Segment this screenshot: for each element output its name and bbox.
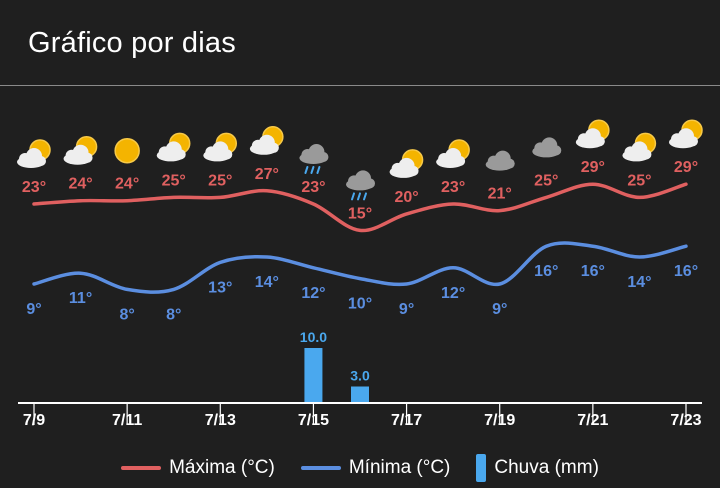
partly-cloudy-icon: [249, 126, 284, 155]
max-temp-label: 25°: [627, 172, 651, 189]
x-tick-label: 7/11: [112, 412, 142, 429]
legend-swatch-rain: [476, 454, 487, 482]
legend-label-min: Mínima (°C): [348, 457, 451, 478]
rain-value-label: 3.0: [350, 368, 370, 384]
x-tick-label: 7/21: [577, 412, 608, 429]
min-temp-label: 9°: [492, 301, 507, 318]
min-temp-label: 11°: [69, 290, 92, 307]
min-temp-label: 14°: [255, 274, 279, 291]
min-temp-label: 9°: [26, 301, 41, 318]
rain-bar: [304, 348, 323, 403]
x-axis: 7/9 7/11 7/13 7/15 7/17 7/19 7/21 7/23: [18, 402, 702, 429]
max-temp-line: [32, 182, 688, 233]
min-temp-label: 8°: [166, 306, 181, 323]
header: Gráfico por dias: [0, 0, 720, 86]
min-temp-label: 12°: [301, 285, 325, 302]
rain-cloud-icon: [346, 170, 375, 201]
max-temp-label: 29°: [674, 159, 698, 176]
x-tick-label: 7/9: [23, 412, 45, 429]
max-temp-series: 23° 24° 24° 25° 25° 27° 23° 15° 20° 23° 21° 25° 29° 2…: [22, 159, 698, 233]
min-temp-label: 16°: [534, 263, 558, 280]
max-temp-label: 23°: [22, 179, 46, 196]
min-temp-label: 14°: [627, 274, 651, 291]
max-temp-label: 25°: [534, 172, 558, 189]
partly-cloudy-icon: [63, 135, 98, 165]
partly-cloudy-icon: [17, 139, 51, 168]
overcast-icon: [485, 150, 515, 171]
rain-cloud-icon: [299, 144, 329, 174]
partly-cloudy-icon: [436, 139, 470, 168]
x-tick-label: 7/17: [391, 412, 422, 429]
x-tick-label: 7/13: [205, 412, 236, 429]
partly-cloudy-icon: [622, 132, 657, 162]
legend-label-rain: Chuva (mm): [494, 457, 599, 478]
legend-label-max: Máxima (°C): [169, 457, 275, 478]
max-temp-label: 25°: [208, 172, 232, 189]
x-tick-label: 7/15: [298, 412, 329, 429]
min-temp-label: 10°: [348, 296, 372, 313]
legend-item-max[interactable]: Máxima (°C): [121, 457, 275, 479]
max-temp-label: 27°: [255, 166, 279, 183]
partly-cloudy-icon: [389, 149, 424, 178]
min-temp-label: 16°: [581, 263, 605, 280]
max-temp-label: 25°: [162, 172, 186, 189]
max-temp-label: 15°: [348, 205, 372, 222]
max-temp-label: 20°: [394, 189, 418, 206]
x-tick-label: 7/19: [484, 412, 515, 429]
partly-cloudy-icon: [156, 132, 191, 162]
min-temp-label: 12°: [441, 285, 465, 302]
daily-forecast-chart: 23° 24° 24° 25° 25° 27° 23° 15° 20° 23° 21° 25° 29° 2…: [17, 119, 703, 429]
x-tick-label: 7/23: [670, 412, 701, 429]
partly-cloudy-icon: [669, 119, 703, 149]
legend-swatch-max: [121, 466, 162, 470]
max-temp-label: 21°: [488, 186, 512, 203]
min-temp-label: 16°: [674, 263, 698, 280]
min-temp-label: 9°: [399, 301, 414, 318]
overcast-icon: [532, 137, 562, 158]
legend-item-min[interactable]: Mínima (°C): [300, 457, 451, 479]
legend-swatch-min: [300, 466, 341, 470]
max-temp-label: 24°: [115, 176, 139, 193]
min-temp-label: 13°: [208, 279, 232, 296]
rain-value-label: 10.0: [300, 329, 327, 345]
rain-bar: [351, 386, 369, 403]
max-temp-label: 23°: [441, 179, 465, 196]
sun-icon: [114, 137, 140, 164]
max-temp-label: 29°: [581, 159, 605, 176]
legend: Máxima (°C) Mínima (°C) Chuva (mm): [0, 448, 720, 488]
partly-cloudy-icon: [203, 132, 238, 162]
legend-item-rain[interactable]: Chuva (mm): [476, 454, 599, 482]
min-temp-label: 8°: [119, 306, 134, 323]
page-title: Gráfico por dias: [28, 27, 236, 59]
min-temp-series: 9° 11° 8° 8° 13° 14° 12° 10° 9° 12° 9° 16° 16° 14° 16°: [26, 241, 698, 323]
weather-icons-group: [17, 119, 703, 201]
rain-series: 10.0 3.0: [300, 329, 370, 403]
partly-cloudy-icon: [575, 119, 610, 149]
max-temp-label: 23°: [301, 179, 325, 196]
min-temp-line: [32, 241, 688, 294]
max-temp-label: 24°: [68, 176, 92, 193]
